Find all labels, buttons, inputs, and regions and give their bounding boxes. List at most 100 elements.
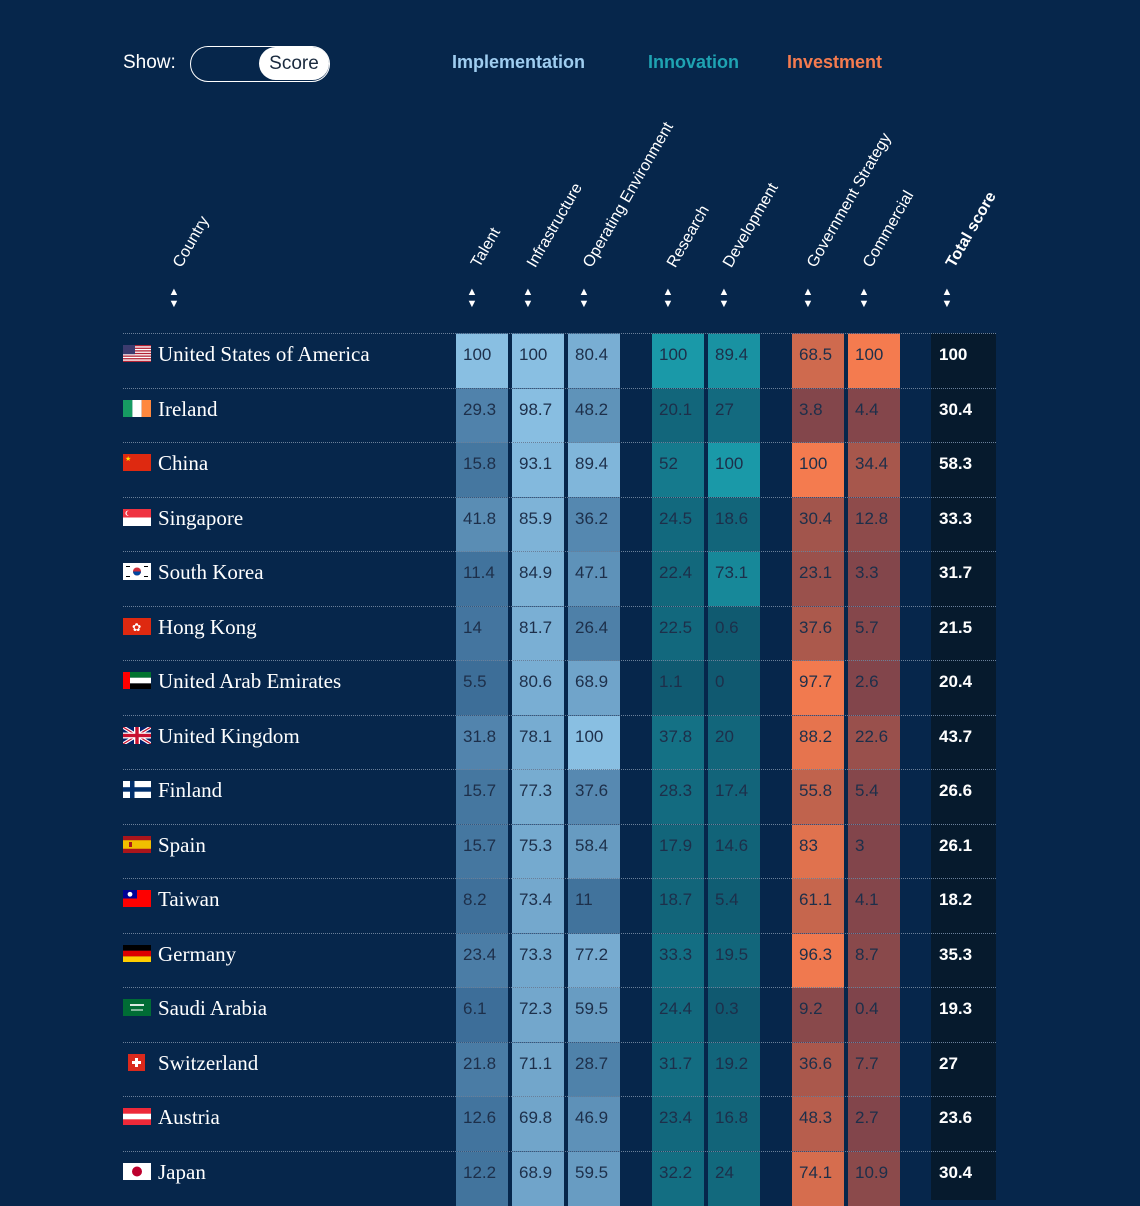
column-header-operating-environment[interactable]: Operating Environment bbox=[580, 119, 677, 271]
column-header-research[interactable]: Research bbox=[664, 202, 713, 271]
sort-arrows-icon[interactable]: ▲ ▼ bbox=[802, 286, 814, 310]
score-cell: 80.4 bbox=[568, 334, 620, 388]
row-divider bbox=[123, 932, 996, 934]
score-cell: 11.4 bbox=[456, 552, 508, 606]
score-cell: 19.5 bbox=[708, 933, 760, 988]
score-cell: 0.4 bbox=[848, 988, 900, 1042]
total-score-cell: 33.3 bbox=[939, 508, 973, 528]
score-cell: 88.2 bbox=[792, 715, 844, 770]
column-header-talent[interactable]: Talent bbox=[468, 225, 505, 271]
score-cell: 68.9 bbox=[512, 1151, 564, 1206]
score-cell: 100 bbox=[708, 443, 760, 497]
sort-arrows-icon[interactable]: ▲ ▼ bbox=[466, 286, 478, 310]
finland-flag-icon bbox=[123, 781, 151, 798]
score-cell: 37.6 bbox=[792, 606, 844, 661]
score-cell: 37.8 bbox=[652, 715, 704, 770]
sort-arrows-icon[interactable]: ▲ ▼ bbox=[941, 286, 953, 310]
score-cell: 16.8 bbox=[708, 1097, 760, 1151]
score-cell: 14 bbox=[456, 606, 508, 661]
score-cell: 72.3 bbox=[512, 988, 564, 1042]
score-cell: 18.6 bbox=[708, 497, 760, 552]
score-cell: 58.4 bbox=[568, 824, 620, 879]
country-name: United Kingdom bbox=[158, 723, 300, 748]
score-cell: 23.4 bbox=[652, 1097, 704, 1151]
country-name: Hong Kong bbox=[158, 614, 257, 639]
row-divider bbox=[123, 551, 996, 552]
score-cell: 20 bbox=[708, 715, 760, 770]
total-score-cell: 58.3 bbox=[939, 454, 973, 473]
score-cell: 14.6 bbox=[708, 824, 760, 879]
total-score-cell: 43.7 bbox=[939, 726, 973, 746]
japan-flag-icon bbox=[123, 1162, 151, 1180]
score-cell: 89.4 bbox=[708, 334, 760, 388]
score-cell: 81.7 bbox=[512, 606, 564, 661]
row-divider bbox=[123, 769, 996, 770]
score-cell: 15.7 bbox=[456, 824, 508, 879]
country-name: Germany bbox=[158, 941, 237, 966]
column-header-total-score[interactable]: Total score bbox=[943, 189, 1000, 271]
score-cell: 33.3 bbox=[652, 933, 704, 988]
score-cell: 47.1 bbox=[568, 552, 620, 606]
score-cell: 48.2 bbox=[568, 388, 620, 443]
row-divider bbox=[123, 714, 996, 716]
score-cell: 9.2 bbox=[792, 988, 844, 1042]
row-divider bbox=[123, 387, 996, 389]
score-cell: 22.6 bbox=[848, 715, 900, 770]
toggle-knob-label: Score bbox=[259, 47, 329, 80]
total-score-cell: 30.4 bbox=[939, 399, 973, 419]
country-name: Switzerland bbox=[158, 1050, 259, 1075]
score-cell: 4.1 bbox=[848, 879, 900, 933]
score-cell: 15.8 bbox=[456, 443, 508, 497]
score-cell: 93.1 bbox=[512, 443, 564, 497]
column-header-infrastructure[interactable]: Infrastructure bbox=[524, 180, 586, 271]
score-cell: 6.1 bbox=[456, 988, 508, 1042]
column-header-development[interactable]: Development bbox=[720, 180, 782, 271]
score-cell: 31.7 bbox=[652, 1042, 704, 1097]
singapore-flag-icon bbox=[123, 508, 151, 526]
row-divider bbox=[123, 1150, 996, 1152]
sort-arrows-icon[interactable]: ▲ ▼ bbox=[522, 286, 534, 310]
country-name: Spain bbox=[158, 832, 206, 857]
total-score-cell: 21.5 bbox=[939, 617, 973, 637]
score-cell: 97.7 bbox=[792, 661, 844, 715]
country-name: Taiwan bbox=[158, 887, 220, 911]
score-cell: 17.4 bbox=[708, 770, 760, 824]
score-cell: 36.6 bbox=[792, 1042, 844, 1097]
country-name: Singapore bbox=[158, 505, 244, 530]
score-cell: 8.7 bbox=[848, 933, 900, 988]
score-cell: 3.8 bbox=[792, 388, 844, 443]
sort-arrows-icon[interactable]: ▲ ▼ bbox=[662, 286, 674, 310]
score-cell: 73.4 bbox=[512, 879, 564, 933]
us-flag-icon bbox=[123, 345, 151, 362]
group-label-innovation: Innovation bbox=[648, 52, 739, 72]
score-cell: 83 bbox=[792, 824, 844, 879]
sort-arrows-icon[interactable]: ▲ ▼ bbox=[168, 286, 180, 310]
row-divider bbox=[123, 987, 996, 988]
total-score-cell: 31.7 bbox=[939, 563, 973, 582]
country-name: China bbox=[158, 451, 209, 475]
score-toggle[interactable]: Score bbox=[190, 46, 330, 82]
sort-arrows-icon[interactable]: ▲ ▼ bbox=[578, 286, 590, 310]
show-label: Show: bbox=[123, 52, 176, 73]
spain-flag-icon bbox=[123, 835, 151, 853]
score-cell: 41.8 bbox=[456, 497, 508, 552]
score-cell: 29.3 bbox=[456, 388, 508, 443]
score-cell: 24 bbox=[708, 1151, 760, 1206]
group-label-implementation: Implementation bbox=[452, 52, 586, 72]
hong-kong-flag-icon: ✿ bbox=[123, 617, 151, 635]
score-cell: 5.5 bbox=[456, 661, 508, 715]
column-header-commercial[interactable]: Commercial bbox=[860, 188, 918, 271]
total-score-cell: 30.4 bbox=[939, 1162, 973, 1182]
score-cell: 28.7 bbox=[568, 1042, 620, 1097]
score-cell: 61.1 bbox=[792, 879, 844, 933]
row-divider bbox=[123, 442, 996, 443]
column-header-country[interactable]: Country bbox=[170, 213, 213, 271]
score-cell: 5.4 bbox=[848, 770, 900, 824]
sort-arrows-icon[interactable]: ▲ ▼ bbox=[858, 286, 870, 310]
score-cell: 55.8 bbox=[792, 770, 844, 824]
row-divider bbox=[123, 823, 996, 825]
total-score-cell: 23.6 bbox=[939, 1108, 973, 1127]
switzerland-flag-icon bbox=[123, 1053, 151, 1071]
total-score-cell: 26.1 bbox=[939, 835, 973, 855]
sort-arrows-icon[interactable]: ▲ ▼ bbox=[718, 286, 730, 310]
